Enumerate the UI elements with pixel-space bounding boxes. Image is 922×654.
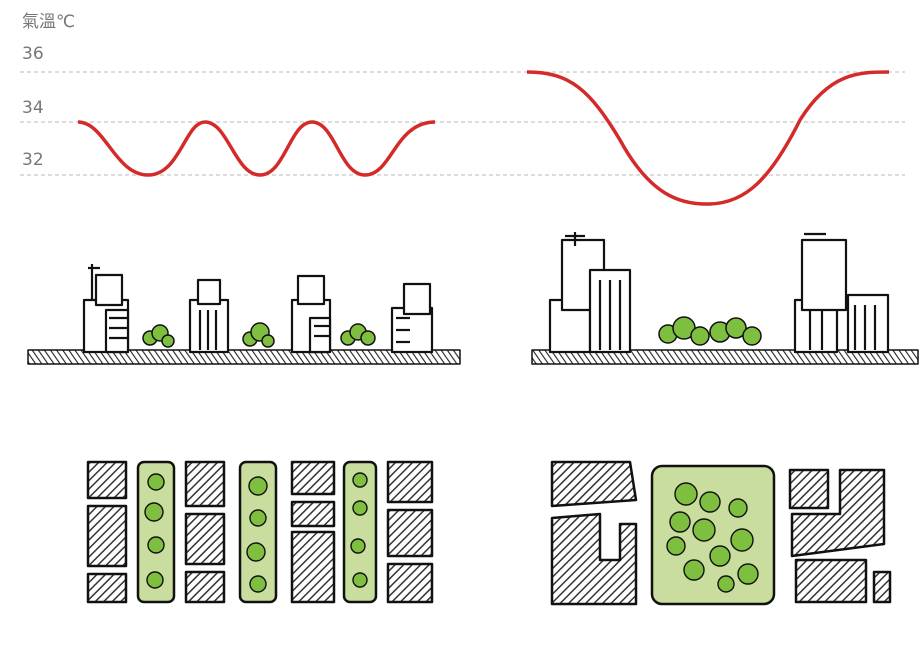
plan-right-trees [666,482,759,593]
ground-left [27,349,461,365]
y-tick-36: 36 [22,44,44,64]
tree-cluster-left-2 [242,322,275,348]
building-left-3 [290,274,332,354]
section-left-dispersed [27,264,461,365]
plan-left-trees [144,472,368,593]
y-tick-32: 32 [22,150,44,170]
plan-left-green-strips [136,460,378,604]
tree-cluster-right [658,316,762,346]
building-left-2 [188,278,230,354]
temperature-curve-right [526,70,890,206]
section-right-concentrated [531,232,919,365]
temperature-curve-left [77,120,436,177]
y-axis-unit-label: 氣溫℃ [22,12,76,32]
plan-left-blocks [86,460,434,604]
plan-right-blocks [550,460,892,606]
tree-cluster-left-1 [142,324,175,348]
plan-left-dispersed [86,460,434,604]
building-right-1 [548,232,632,354]
tree-cluster-left-3 [340,323,376,346]
grid-lines [20,71,905,176]
y-tick-34: 34 [22,98,44,118]
building-left-4 [390,282,434,354]
plan-right-concentrated [550,460,892,606]
ground-right [531,349,919,365]
building-left-1 [82,264,130,354]
building-right-2 [793,232,890,354]
